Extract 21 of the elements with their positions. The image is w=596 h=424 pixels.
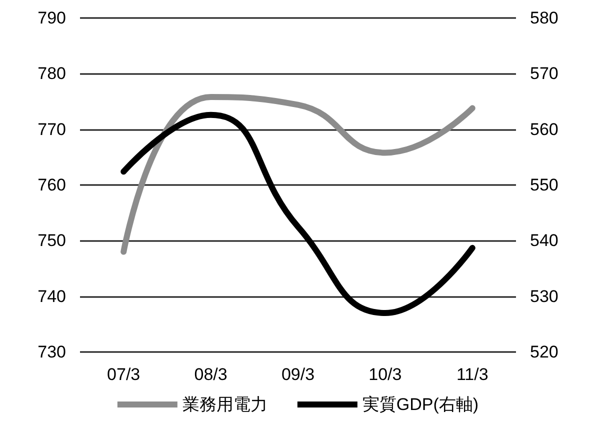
y2-tick-label: 580 — [530, 8, 558, 28]
y2-tick-label: 520 — [530, 342, 558, 362]
x-tick-label: 07/3 — [107, 365, 140, 384]
y-tick-label: 780 — [38, 64, 66, 84]
legend-label: 業務用電力 — [182, 395, 268, 414]
x-tick-label: 11/3 — [456, 365, 488, 384]
y-tick-label: 770 — [38, 120, 66, 139]
y-tick-label: 730 — [38, 342, 66, 362]
y2-tick-label: 560 — [530, 120, 558, 139]
x-tick-label: 10/3 — [368, 365, 402, 384]
y-tick-label: 790 — [38, 8, 66, 28]
x-tick-label: 09/3 — [281, 365, 315, 384]
y-tick-label: 740 — [38, 286, 66, 306]
y-tick-label: 750 — [38, 231, 66, 250]
y2-tick-label: 570 — [530, 64, 558, 84]
legend-label: 実質GDP(右軸) — [362, 395, 479, 414]
y2-tick-label: 540 — [530, 231, 558, 250]
y2-tick-label: 530 — [530, 286, 558, 306]
x-tick-label: 08/3 — [194, 365, 228, 384]
y-tick-label: 760 — [38, 176, 66, 194]
y2-tick-label: 550 — [530, 176, 558, 194]
